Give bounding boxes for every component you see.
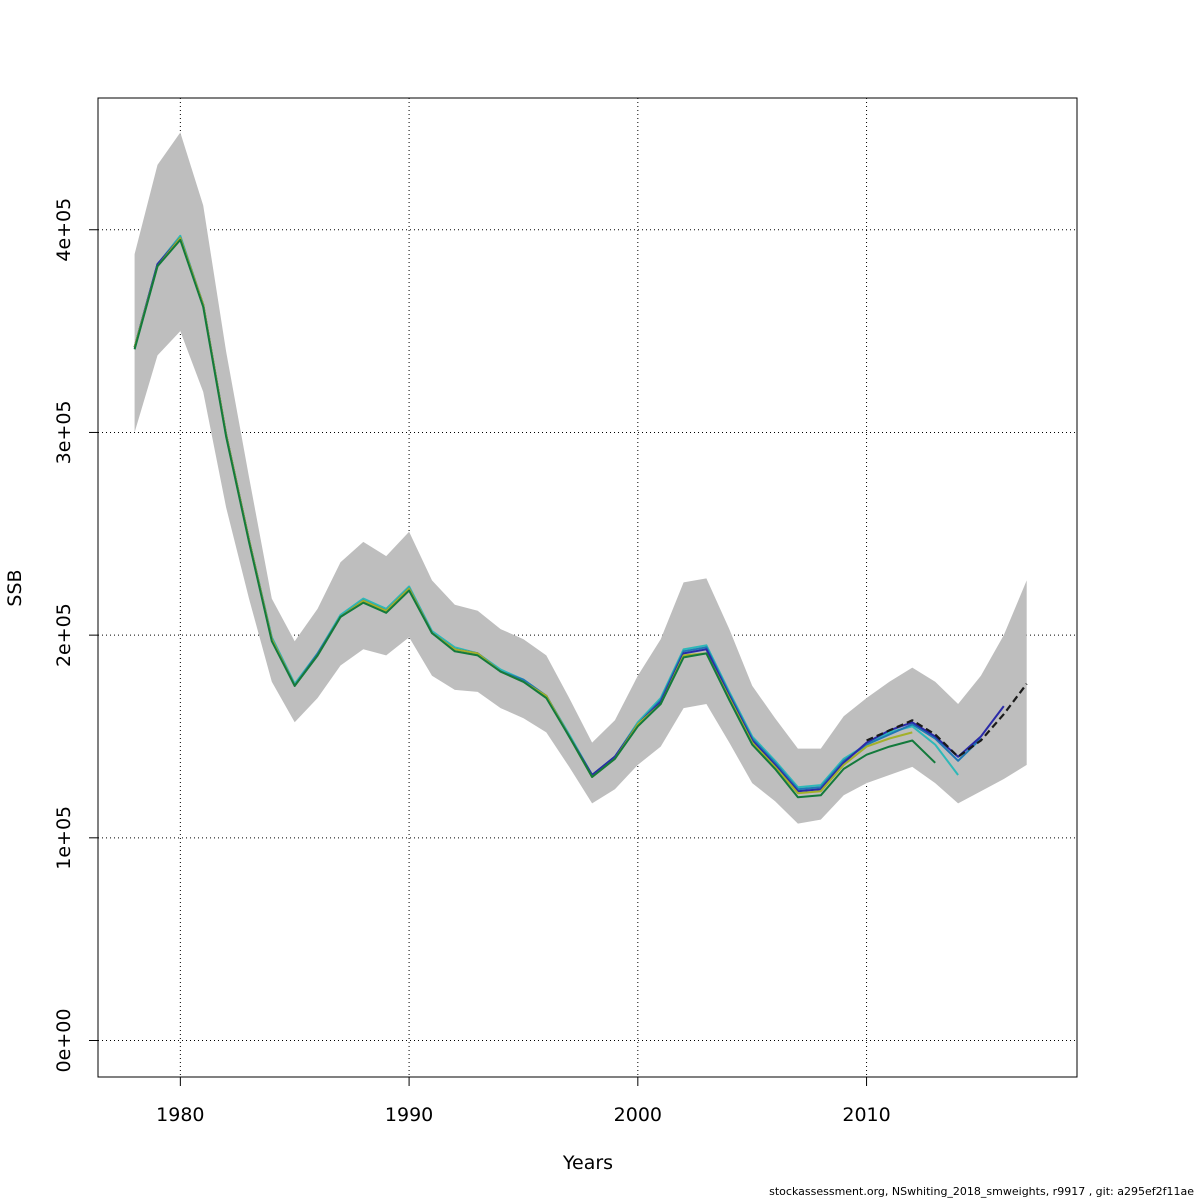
series-line-6 xyxy=(866,683,1028,758)
y-axis-title: SSB xyxy=(4,569,26,606)
series-lines xyxy=(133,234,1028,799)
x-axis-ticks: 1980 1990 2000 2010 xyxy=(156,1077,891,1126)
footer-credit: stockassessment.org, NSwhiting_2018_smwe… xyxy=(769,1185,1194,1198)
series-line-5 xyxy=(133,238,936,799)
plot-frame xyxy=(97,97,1078,1078)
y-tick-label: 3e+05 xyxy=(53,400,75,464)
y-tick-label: 1e+05 xyxy=(53,806,75,870)
x-tick-label: 2000 xyxy=(614,1104,662,1126)
y-axis-ticks: 0e+00 1e+05 2e+05 3e+05 4e+05 xyxy=(53,198,98,1073)
x-tick-label: 1990 xyxy=(385,1104,433,1126)
y-tick-label: 0e+00 xyxy=(53,1009,75,1073)
x-axis-title: Years xyxy=(562,1152,613,1174)
x-tick-label: 2010 xyxy=(842,1104,890,1126)
x-tick-label: 1980 xyxy=(156,1104,204,1126)
confidence-band-area xyxy=(134,132,1027,824)
confidence-band xyxy=(134,132,1027,824)
y-tick-label: 4e+05 xyxy=(53,198,75,262)
y-tick-label: 2e+05 xyxy=(53,603,75,667)
